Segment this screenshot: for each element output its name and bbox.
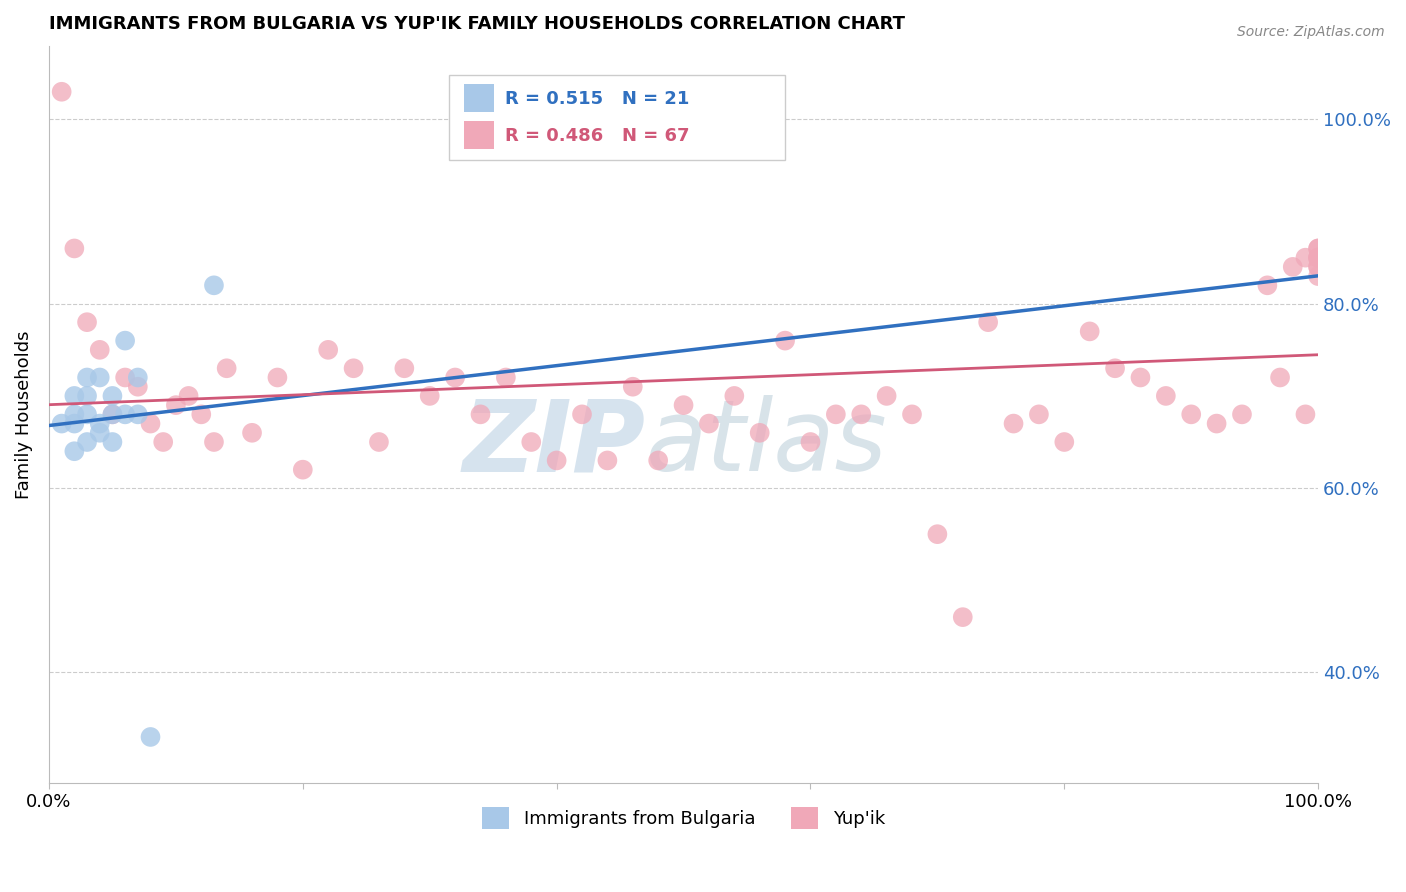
- Point: [470, 408, 492, 422]
- Point: [152, 435, 174, 450]
- Text: Source: ZipAtlas.com: Source: ZipAtlas.com: [1237, 25, 1385, 39]
- Point: [927, 527, 949, 541]
- Point: [202, 278, 225, 293]
- Point: [101, 389, 124, 403]
- Point: [76, 315, 98, 329]
- Point: [952, 610, 974, 624]
- Point: [76, 389, 98, 403]
- Point: [1308, 260, 1330, 274]
- Point: [1028, 408, 1050, 422]
- Point: [876, 389, 898, 403]
- Point: [546, 453, 568, 467]
- Point: [851, 408, 873, 422]
- Point: [240, 425, 263, 440]
- Point: [63, 389, 86, 403]
- Point: [520, 435, 543, 450]
- Point: [1308, 242, 1330, 256]
- Point: [215, 361, 238, 376]
- Point: [672, 398, 695, 412]
- Bar: [464, 121, 495, 149]
- Point: [394, 361, 416, 376]
- Point: [571, 408, 593, 422]
- Text: ZIP: ZIP: [463, 395, 645, 492]
- Text: R = 0.486   N = 67: R = 0.486 N = 67: [505, 127, 689, 145]
- Bar: [464, 84, 495, 112]
- Point: [101, 435, 124, 450]
- Point: [799, 435, 821, 450]
- Point: [1053, 435, 1076, 450]
- Point: [824, 408, 846, 422]
- Point: [1230, 408, 1253, 422]
- Point: [977, 315, 1000, 329]
- Point: [1308, 251, 1330, 265]
- Point: [127, 370, 149, 384]
- Point: [101, 408, 124, 422]
- Point: [748, 425, 770, 440]
- Point: [1104, 361, 1126, 376]
- Point: [723, 389, 745, 403]
- Point: [139, 417, 162, 431]
- Point: [63, 408, 86, 422]
- Point: [1180, 408, 1202, 422]
- Point: [89, 425, 111, 440]
- Point: [1308, 251, 1330, 265]
- Point: [419, 389, 441, 403]
- Point: [165, 398, 187, 412]
- Point: [1078, 325, 1101, 339]
- Point: [114, 334, 136, 348]
- Point: [291, 463, 314, 477]
- Point: [202, 435, 225, 450]
- Point: [190, 408, 212, 422]
- Point: [1308, 269, 1330, 284]
- Point: [76, 435, 98, 450]
- Point: [127, 408, 149, 422]
- Point: [1294, 251, 1316, 265]
- Point: [1205, 417, 1227, 431]
- Point: [89, 343, 111, 357]
- Text: atlas: atlas: [645, 395, 887, 492]
- Point: [342, 361, 364, 376]
- Legend: Immigrants from Bulgaria, Yup'ik: Immigrants from Bulgaria, Yup'ik: [475, 800, 893, 837]
- Point: [114, 370, 136, 384]
- Point: [127, 380, 149, 394]
- Point: [1308, 242, 1330, 256]
- Point: [1268, 370, 1291, 384]
- Text: R = 0.515   N = 21: R = 0.515 N = 21: [505, 90, 689, 109]
- Point: [63, 417, 86, 431]
- Y-axis label: Family Households: Family Households: [15, 330, 32, 499]
- Point: [101, 408, 124, 422]
- Point: [89, 370, 111, 384]
- Point: [114, 408, 136, 422]
- Point: [63, 444, 86, 458]
- Point: [76, 408, 98, 422]
- Point: [1256, 278, 1278, 293]
- Point: [139, 730, 162, 744]
- Point: [1308, 260, 1330, 274]
- Point: [1294, 408, 1316, 422]
- Point: [697, 417, 720, 431]
- Point: [647, 453, 669, 467]
- Point: [1281, 260, 1303, 274]
- Text: IMMIGRANTS FROM BULGARIA VS YUP'IK FAMILY HOUSEHOLDS CORRELATION CHART: IMMIGRANTS FROM BULGARIA VS YUP'IK FAMIL…: [49, 15, 905, 33]
- Point: [266, 370, 288, 384]
- FancyBboxPatch shape: [449, 75, 785, 160]
- Point: [495, 370, 517, 384]
- Point: [51, 85, 73, 99]
- Point: [51, 417, 73, 431]
- Point: [621, 380, 644, 394]
- Point: [1154, 389, 1177, 403]
- Point: [89, 417, 111, 431]
- Point: [1129, 370, 1152, 384]
- Point: [901, 408, 924, 422]
- Point: [76, 370, 98, 384]
- Point: [1308, 251, 1330, 265]
- Point: [316, 343, 339, 357]
- Point: [773, 334, 796, 348]
- Point: [596, 453, 619, 467]
- Point: [1002, 417, 1025, 431]
- Point: [63, 242, 86, 256]
- Point: [444, 370, 467, 384]
- Point: [368, 435, 391, 450]
- Point: [177, 389, 200, 403]
